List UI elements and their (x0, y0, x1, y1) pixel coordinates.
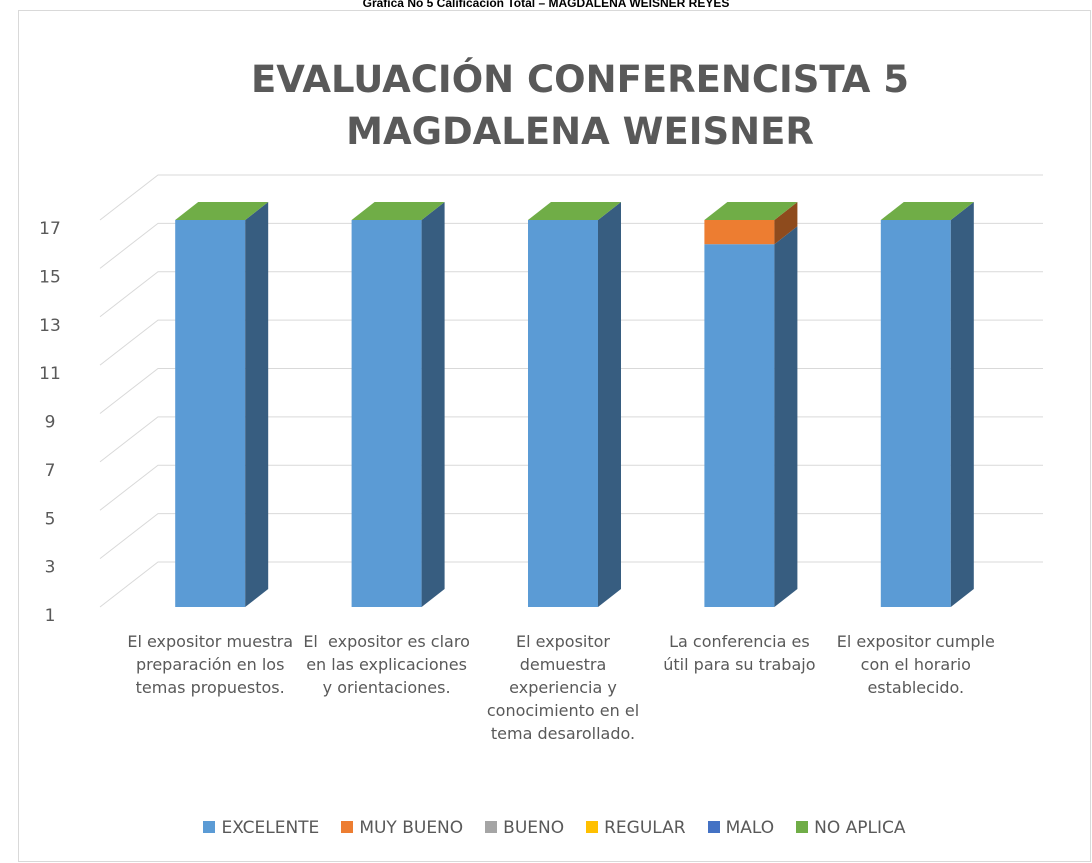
legend-swatch (203, 821, 216, 833)
bar-segment (175, 220, 246, 607)
bar-segment (704, 220, 775, 245)
bar-side (774, 226, 798, 607)
legend-item: BUENO (485, 818, 564, 838)
bar-segment (704, 244, 775, 607)
legend-label: REGULAR (604, 818, 686, 838)
legend-item: REGULAR (586, 818, 686, 838)
legend-swatch (707, 821, 720, 833)
legend-swatch (586, 821, 599, 833)
caption: Gráfica No 5 Calificación Total – MAGDAL… (362, 0, 730, 10)
legend-label: NO APLICA (814, 818, 906, 838)
legend-item: NO APLICA (796, 818, 906, 838)
bar-top (704, 202, 798, 220)
bar-segment (880, 220, 951, 607)
y-tick-label: 13 (39, 316, 61, 336)
bar-segment (528, 220, 598, 607)
bar-side (421, 202, 445, 607)
bar-side (245, 202, 269, 607)
legend-label: EXCELENTE (221, 818, 320, 838)
x-tick-label: El expositor muestra preparación en los … (127, 632, 299, 697)
x-tick-label: El expositor es claro en las explicacion… (303, 632, 475, 697)
bar-top (880, 202, 974, 220)
bar-side (598, 202, 621, 607)
bar-segment (351, 220, 422, 607)
bar-top (351, 202, 445, 220)
legend-label: MALO (725, 818, 775, 838)
legend-item: MALO (707, 818, 775, 838)
bar-side (950, 202, 974, 607)
legend: EXCELENTE MUY BUENO BUENO REGULAR MALO NO APL… (18, 818, 1091, 838)
chart-title: MAGDALENA WEISNER (346, 110, 814, 153)
y-tick-label: 17 (39, 219, 61, 239)
x-tick-label: El expositor demuestra experiencia y con… (486, 632, 645, 743)
legend-label: MUY BUENO (359, 818, 464, 838)
y-tick-label: 11 (39, 364, 61, 384)
y-tick-label: 1 (45, 606, 56, 626)
legend-swatch (485, 821, 498, 833)
legend-swatch (341, 821, 354, 833)
x-tick-label: La conferencia es útil para su trabajo (663, 632, 816, 674)
grid-line (99, 174, 1043, 221)
y-tick-label: 7 (45, 461, 56, 481)
legend-item: EXCELENTE (203, 818, 319, 838)
legend-label: BUENO (503, 818, 565, 838)
y-tick-label: 15 (39, 267, 61, 287)
bar-top (175, 202, 269, 220)
y-tick-label: 3 (45, 558, 56, 578)
y-tick-label: 5 (45, 509, 56, 529)
legend-swatch (796, 821, 809, 833)
chart-frame (18, 10, 1091, 862)
x-tick-label: El expositor cumple con el horario estab… (836, 632, 1000, 697)
y-tick-label: 9 (45, 413, 56, 433)
bar-side (774, 202, 798, 245)
chart-title: EVALUACIÓN CONFERENCISTA 5 (251, 57, 909, 101)
legend-item: MUY BUENO (341, 818, 463, 838)
bar-top (528, 202, 621, 220)
